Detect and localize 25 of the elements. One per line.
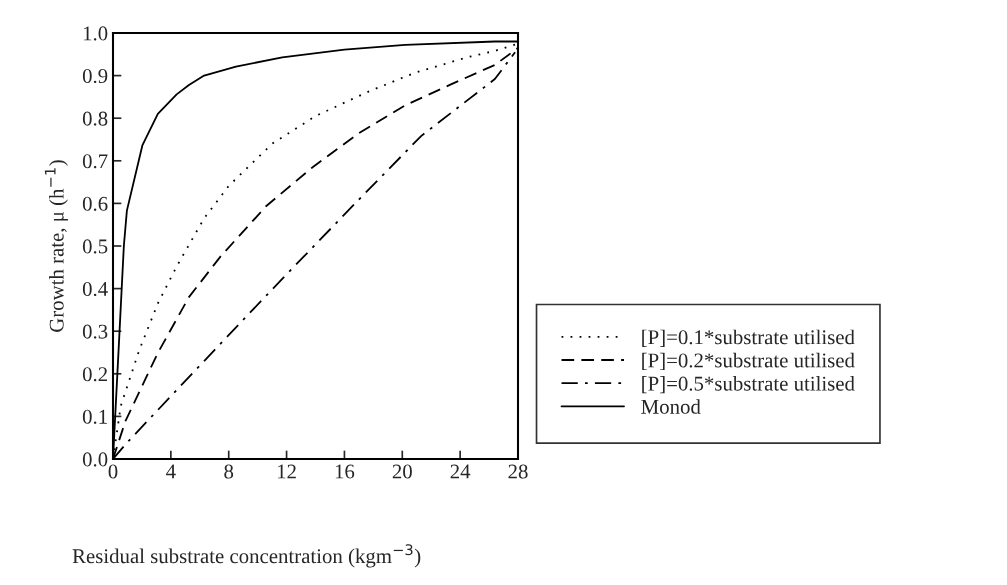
x-tick-label: 16 [335,464,355,479]
x-tick-label: 12 [277,464,296,479]
legend-label: Monod [641,399,701,414]
y-tick-label: 0.9 [82,68,108,84]
y-axis-title: Growth rate, μ (h$^{−1}$) [44,160,68,332]
x-tick-label: 28 [508,464,528,479]
x-axis-title: Residual substrate concentration (kgm$^{−3}$) [72,544,421,568]
y-tick-label: 0.8 [82,111,108,126]
x-tick-label: 8 [224,464,234,479]
y-tick-label: 0.5 [82,239,108,254]
legend-label: [P]=0.2*substrate utilised [642,352,855,371]
y-tick-label: 0.3 [82,324,108,339]
legend-label: [P]=0.5*substrate utilised [642,376,855,394]
x-tick-label: 0 [108,464,118,479]
x-tick-label: 24 [450,464,471,479]
legend-label: [P]=0.1*substrate utilised [642,329,855,347]
y-tick-label: 0.1 [82,409,107,424]
x-tick-label: 20 [392,464,412,479]
y-tick-label: 0.7 [82,154,108,169]
y-tick-label: 0.6 [82,196,108,211]
y-tick-label: 0.4 [82,281,108,297]
y-tick-label: 0.0 [82,452,108,467]
y-tick-label: 0.2 [82,367,107,382]
x-tick-label: 4 [166,464,176,479]
y-tick-label: 1.0 [83,26,108,41]
